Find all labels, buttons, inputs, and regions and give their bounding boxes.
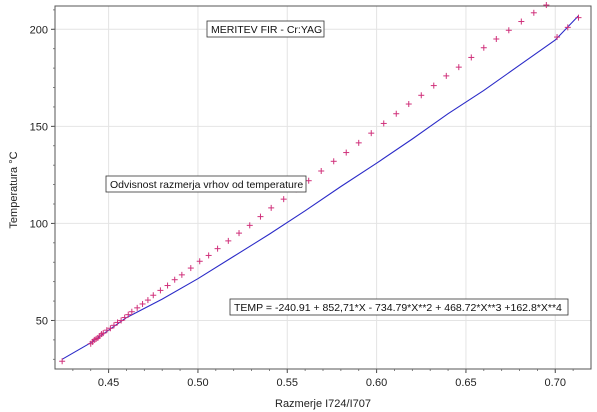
data-point: [393, 110, 400, 117]
data-point: [110, 322, 117, 329]
data-point: [128, 308, 135, 315]
data-point: [114, 319, 121, 326]
data-point: [330, 158, 337, 165]
chart-title: MERITEV FIR - Cr:YAG: [211, 24, 322, 36]
x-axis-label: Razmerje I724/I707: [275, 398, 371, 410]
data-point: [178, 271, 185, 278]
data-point: [355, 139, 362, 146]
data-point: [144, 297, 151, 304]
data-points-layer: [59, 2, 582, 365]
data-point: [455, 64, 462, 71]
data-point: [505, 27, 512, 34]
data-point: [564, 24, 571, 31]
data-point: [164, 282, 171, 289]
data-point: [405, 101, 412, 108]
data-point: [575, 14, 582, 21]
title-box: [206, 20, 325, 38]
y-tick-label: 150: [30, 121, 48, 133]
data-point: [214, 245, 221, 252]
data-point: [554, 34, 561, 41]
data-point: [268, 204, 275, 211]
data-point: [121, 314, 128, 321]
data-point: [236, 230, 243, 237]
data-point: [125, 311, 132, 318]
x-tick-label: 0.50: [187, 377, 208, 389]
data-point: [139, 300, 146, 307]
data-point: [430, 82, 437, 89]
data-point: [493, 36, 500, 42]
x-tick-label: 0.70: [545, 377, 566, 389]
data-point: [380, 120, 387, 127]
data-point: [196, 258, 203, 265]
axis-ticks: 0.45 0.50 0.55 0.60 0.65 0.70 50 100 150 200: [30, 9, 574, 389]
data-point: [187, 265, 194, 272]
data-point: [134, 304, 141, 311]
data-point: [157, 287, 164, 294]
data-point: [100, 330, 107, 337]
data-point: [171, 276, 178, 283]
y-tick-label: 100: [30, 218, 48, 230]
x-tick-label: 0.65: [455, 377, 476, 389]
x-tick-label: 0.55: [277, 377, 298, 389]
data-point: [103, 327, 110, 334]
data-point: [468, 54, 475, 61]
equation-box: [229, 298, 569, 316]
x-tick-label: 0.60: [366, 377, 387, 389]
data-point: [59, 358, 66, 365]
data-point: [246, 222, 253, 229]
y-tick-label: 50: [36, 315, 48, 327]
description-box: [105, 175, 307, 193]
data-point: [118, 317, 125, 324]
fit-curve-layer: [61, 15, 579, 360]
data-point: [150, 292, 157, 299]
data-point: [418, 92, 425, 99]
description-annotation: Odvisnost razmerja vrhov od temperature: [110, 179, 303, 191]
y-tick-label: 200: [30, 24, 48, 36]
data-point: [518, 18, 525, 25]
y-axis-label: Temperatura °C: [8, 151, 20, 228]
x-tick-label: 0.45: [98, 377, 119, 389]
data-point: [368, 130, 375, 137]
data-point: [530, 9, 537, 16]
data-point: [107, 325, 114, 332]
data-point: [443, 72, 450, 79]
data-point: [543, 2, 550, 9]
data-point: [205, 252, 212, 259]
equation-annotation: TEMP = -240.91 + 852,71*X - 734.79*X**2 …: [234, 302, 562, 314]
data-point: [305, 177, 312, 184]
data-point: [318, 168, 325, 174]
data-point: [225, 237, 232, 244]
data-point: [257, 213, 264, 220]
data-point: [280, 196, 287, 203]
data-point: [343, 149, 350, 156]
fit-curve-line: [61, 15, 579, 360]
data-point: [480, 44, 487, 51]
grid: [55, 6, 591, 369]
